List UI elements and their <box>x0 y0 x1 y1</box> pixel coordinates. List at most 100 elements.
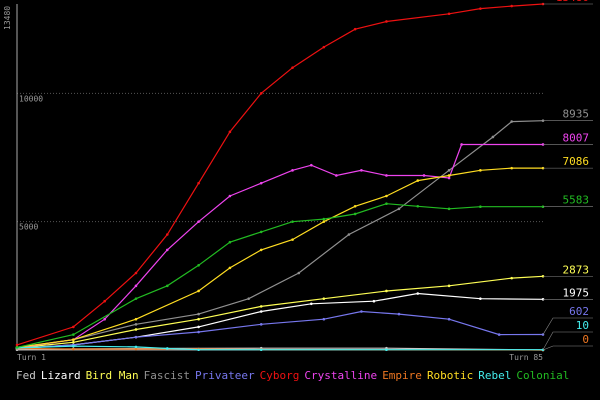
x-tick-label: Turn 85 <box>509 353 543 362</box>
data-point <box>385 20 388 23</box>
data-point <box>360 169 363 172</box>
data-point <box>228 130 232 134</box>
data-point <box>15 343 19 347</box>
data-point <box>541 333 545 336</box>
data-point <box>165 248 169 252</box>
series-line-cyborg <box>16 3 544 346</box>
data-point <box>385 289 388 293</box>
data-point <box>385 174 388 177</box>
data-point <box>165 347 169 350</box>
end-label: 13480 <box>556 0 589 4</box>
data-point <box>259 248 263 252</box>
data-point <box>197 220 200 223</box>
data-point <box>134 328 138 331</box>
series-line-colonial <box>16 203 543 348</box>
data-point <box>134 271 138 275</box>
data-point <box>447 317 451 321</box>
end-label: 5583 <box>563 194 590 207</box>
legend: Fed Lizard Bird Man Fascist Privateer Cyborg C… <box>16 369 574 382</box>
data-point <box>72 340 75 344</box>
data-point <box>510 4 513 8</box>
data-point <box>479 169 482 172</box>
data-point <box>447 284 451 288</box>
end-label: 1975 <box>563 286 590 299</box>
data-point <box>322 220 326 223</box>
data-point <box>197 312 200 316</box>
data-point <box>460 143 463 146</box>
end-label: 602 <box>569 305 589 318</box>
data-point <box>134 317 138 321</box>
data-point <box>353 204 357 208</box>
end-label: 8935 <box>563 108 590 121</box>
data-point <box>416 179 420 182</box>
data-point <box>447 12 451 16</box>
end-label: 10 <box>576 319 589 332</box>
data-point <box>197 289 200 293</box>
data-point <box>259 305 263 308</box>
data-point <box>497 333 501 336</box>
data-point <box>397 207 401 211</box>
legend-item-rebel: Rebel <box>478 369 512 382</box>
series-line-privateer <box>16 310 544 350</box>
end-label: 0 <box>582 333 589 346</box>
data-point <box>510 276 513 280</box>
data-point <box>397 312 401 316</box>
end-label: 8007 <box>563 131 590 144</box>
data-point <box>416 204 420 208</box>
data-point <box>422 174 426 177</box>
data-point <box>72 325 75 329</box>
legend-item-fascist: Fascist <box>143 369 190 382</box>
data-point <box>72 347 75 351</box>
series-line-fascist <box>16 120 544 348</box>
data-point <box>259 348 263 352</box>
data-point <box>197 263 200 267</box>
y-tick-label: 5000 <box>19 223 38 232</box>
data-point <box>353 27 357 31</box>
legend-item-robotic: Robotic <box>426 369 474 382</box>
data-point <box>510 120 513 123</box>
data-point <box>197 325 200 329</box>
data-point <box>228 266 232 270</box>
data-point <box>479 297 482 300</box>
data-point <box>291 66 294 69</box>
series-line-crystalline <box>16 143 543 349</box>
data-point <box>372 299 376 303</box>
legend-item-crystalline: Crystalline <box>304 369 378 382</box>
series-line-bird-man <box>16 275 544 349</box>
data-point <box>322 317 326 321</box>
end-label: 2873 <box>563 263 590 276</box>
data-point <box>259 310 263 313</box>
data-point <box>310 302 313 306</box>
data-point <box>228 194 232 198</box>
grid: 13480 10000 5000 <box>3 6 543 232</box>
series <box>15 2 545 352</box>
legend-item-privateer: Privateer <box>194 369 255 382</box>
data-point <box>447 169 451 172</box>
data-point <box>447 176 451 180</box>
data-point <box>491 135 495 139</box>
data-point <box>479 7 482 10</box>
data-point <box>259 230 263 234</box>
data-point <box>385 348 388 352</box>
data-point <box>297 271 301 275</box>
data-point <box>134 323 138 326</box>
data-point <box>291 238 294 241</box>
data-point <box>134 297 138 300</box>
data-point <box>197 330 200 334</box>
data-point <box>165 284 169 288</box>
data-point <box>197 317 200 321</box>
legend-item-fed: Fed <box>16 369 36 382</box>
data-point <box>322 217 326 221</box>
data-point <box>259 323 263 326</box>
legend-item-cyborg: Cyborg <box>259 369 300 382</box>
series-line-rebel <box>16 345 543 351</box>
legend-item-empire: Empire <box>382 369 422 382</box>
data-point <box>447 207 451 211</box>
data-point <box>291 169 294 172</box>
data-point <box>322 297 326 300</box>
data-point <box>134 347 138 351</box>
data-point <box>360 310 363 313</box>
data-point <box>385 202 388 205</box>
data-point <box>72 338 75 342</box>
